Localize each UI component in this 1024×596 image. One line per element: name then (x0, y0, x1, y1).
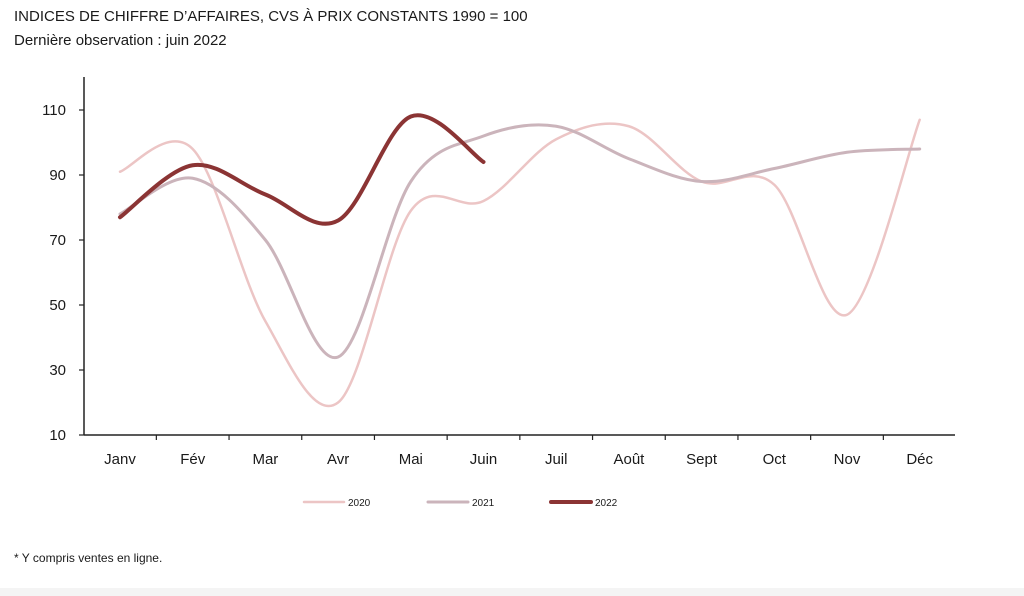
legend-label-2022: 2022 (595, 498, 618, 509)
x-tick-label: Mai (399, 451, 423, 468)
y-tick-label: 50 (49, 297, 66, 314)
series-line-2020 (118, 118, 921, 408)
legend-label-2020: 2020 (348, 498, 371, 509)
x-tick-label: Mar (252, 451, 278, 468)
y-tick-label: 90 (49, 167, 66, 184)
y-tick-label: 110 (42, 102, 66, 119)
chart-title: INDICES DE CHIFFRE D’AFFAIRES, CVS À PRI… (14, 8, 528, 25)
chart-header: INDICES DE CHIFFRE D’AFFAIRES, CVS À PRI… (14, 6, 528, 52)
chart-subtitle: Dernière observation : juin 2022 (14, 32, 227, 49)
x-tick-label: Sept (686, 451, 718, 468)
y-tick-label: 70 (49, 232, 66, 249)
bottom-band (0, 588, 1024, 596)
x-tick-label: Déc (906, 451, 933, 468)
x-tick-label: Janv (104, 451, 136, 468)
legend-label-2021: 2021 (472, 498, 495, 509)
series-line-2021 (118, 123, 922, 359)
x-tick-label: Nov (834, 451, 861, 468)
line-chart: 10 30 50 70 90 110 Janv Fév Mar Avr Mai Juin Juil Aoû… (42, 77, 955, 509)
y-tick-label: 10 (49, 427, 66, 444)
x-tick-label: Avr (327, 451, 349, 468)
x-tick-label: Juin (470, 451, 498, 468)
y-tick-label: 30 (49, 362, 66, 379)
footnote: * Y compris ventes en ligne. (14, 551, 163, 565)
x-tick-label: Août (613, 451, 645, 468)
x-tick-label: Juil (545, 451, 568, 468)
x-tick-label: Oct (763, 451, 787, 468)
series-line-2022 (118, 113, 486, 226)
x-tick-label: Fév (180, 451, 206, 468)
